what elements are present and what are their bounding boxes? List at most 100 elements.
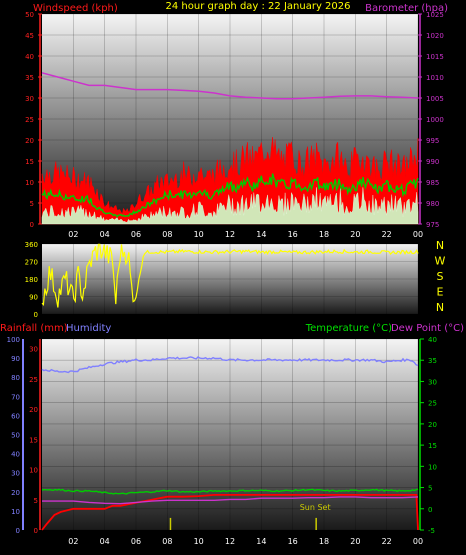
- direction-panel-background: [42, 244, 418, 314]
- baro-y-tick: 985: [426, 179, 439, 187]
- x-tick-label: 16: [288, 230, 298, 239]
- direction-y-tick: 90: [29, 294, 38, 302]
- temp-y-tick: 30: [428, 378, 437, 386]
- wind-y-tick: 5: [30, 200, 34, 208]
- temp-y-tick: 15: [428, 442, 437, 450]
- rain-y-tick: 15: [29, 436, 38, 444]
- humidity-y-tick: 40: [11, 451, 20, 459]
- x-tick-label: 04: [100, 537, 110, 546]
- compass-label: W: [435, 255, 446, 268]
- rain-y-tick: 20: [29, 406, 38, 414]
- compass-label: E: [437, 286, 444, 299]
- wind-y-tick: 15: [25, 158, 34, 166]
- barometer-axis-label: Barometer (hpa): [365, 3, 448, 14]
- x-tick-label: 22: [382, 537, 392, 546]
- baro-y-tick: 1015: [426, 53, 444, 61]
- x-tick-label: 16: [288, 537, 298, 546]
- x-tick-label: 12: [225, 537, 235, 546]
- dewpoint-axis-label: Dew Point (°C): [391, 323, 464, 334]
- temp-y-tick: 10: [428, 463, 437, 471]
- temperature-panel-background: [42, 339, 418, 530]
- humidity-y-tick: 100: [7, 336, 20, 344]
- wind-y-tick: 10: [25, 179, 34, 187]
- temperature-series: [41, 488, 419, 495]
- baro-y-tick: 1010: [426, 74, 444, 82]
- x-tick-label: 20: [350, 230, 360, 239]
- baro-y-tick: 975: [426, 221, 439, 229]
- temp-y-tick: 20: [428, 421, 437, 429]
- sunset-annotation: Sun Set: [300, 503, 331, 512]
- x-tick-label: 18: [319, 537, 329, 546]
- x-tick-label: 08: [162, 230, 172, 239]
- x-tick-label: 04: [100, 230, 110, 239]
- x-tick-label: 22: [382, 230, 392, 239]
- x-tick-label: 02: [68, 230, 78, 239]
- x-tick-label: 20: [350, 537, 360, 546]
- temp-y-tick: 35: [428, 357, 437, 365]
- wind-y-tick: 0: [30, 221, 34, 229]
- temp-y-tick: 0: [428, 506, 432, 514]
- humidity-y-tick: 60: [11, 412, 20, 420]
- wind-direction-series: [41, 243, 419, 308]
- humidity-series: [41, 356, 419, 374]
- direction-y-tick: 180: [25, 276, 38, 284]
- humidity-y-tick: 10: [11, 508, 20, 516]
- lull-series: [41, 187, 419, 225]
- wind-y-tick: 45: [25, 32, 34, 40]
- baro-y-tick: 1000: [426, 116, 444, 124]
- wind-y-tick: 35: [25, 74, 34, 82]
- x-tick-label: 18: [319, 230, 329, 239]
- humidity-y-tick: 20: [11, 489, 20, 497]
- baro-y-tick: 1005: [426, 95, 444, 103]
- x-tick-label: 06: [131, 537, 141, 546]
- rain-y-tick: 10: [29, 467, 38, 475]
- compass-label: S: [437, 270, 444, 283]
- barometer-series: [41, 72, 419, 100]
- wind-y-tick: 40: [25, 53, 34, 61]
- x-tick-label: 08: [162, 537, 172, 546]
- humidity-axis-label: Humidity: [66, 323, 111, 334]
- humidity-y-tick: 90: [11, 355, 20, 363]
- wind-y-tick: 30: [25, 95, 34, 103]
- rainfall-axis-label: Rainfall (mm): [0, 323, 68, 334]
- baro-y-tick: 1020: [426, 32, 444, 40]
- humidity-y-tick: 0: [16, 527, 20, 535]
- wind-y-tick: 25: [25, 116, 34, 124]
- temp-y-tick: 40: [428, 336, 437, 344]
- rain-y-tick: 30: [29, 346, 38, 354]
- x-tick-label: 12: [225, 230, 235, 239]
- baro-y-tick: 980: [426, 200, 439, 208]
- rain-y-tick: 0: [34, 527, 38, 535]
- x-tick-label: 14: [256, 230, 266, 239]
- temp-y-tick: 5: [428, 485, 432, 493]
- humidity-y-tick: 80: [11, 374, 20, 382]
- x-tick-label: 14: [256, 537, 266, 546]
- wind-y-tick: 20: [25, 137, 34, 145]
- wind-y-tick: 50: [25, 11, 34, 19]
- graph-title: 24 hour graph day : 22 January 2026: [166, 1, 351, 12]
- baro-y-tick: 1025: [426, 11, 444, 19]
- x-tick-label: 10: [194, 230, 204, 239]
- x-tick-label: 02: [68, 537, 78, 546]
- humidity-y-tick: 30: [11, 470, 20, 478]
- baro-y-tick: 995: [426, 137, 439, 145]
- compass-label: N: [436, 239, 444, 252]
- x-tick-label: 06: [131, 230, 141, 239]
- humidity-y-tick: 70: [11, 393, 20, 401]
- temperature-axis-label: Temperature (°C): [305, 323, 392, 334]
- direction-y-tick: 270: [25, 259, 38, 267]
- x-tick-label: 10: [194, 537, 204, 546]
- dewpoint-series: [42, 496, 419, 505]
- temp-y-tick: 25: [428, 400, 437, 408]
- humidity-y-tick: 50: [11, 432, 20, 440]
- compass-label: N: [436, 301, 444, 314]
- x-tick-label: 00: [413, 537, 423, 546]
- direction-y-tick: 0: [34, 311, 38, 319]
- baro-y-tick: 990: [426, 158, 439, 166]
- x-tick-label: 00: [413, 230, 423, 239]
- rain-y-tick: 5: [34, 497, 38, 505]
- direction-y-tick: 360: [25, 241, 38, 249]
- average-wind-series: [41, 173, 419, 218]
- temp-y-tick: -5: [428, 527, 435, 535]
